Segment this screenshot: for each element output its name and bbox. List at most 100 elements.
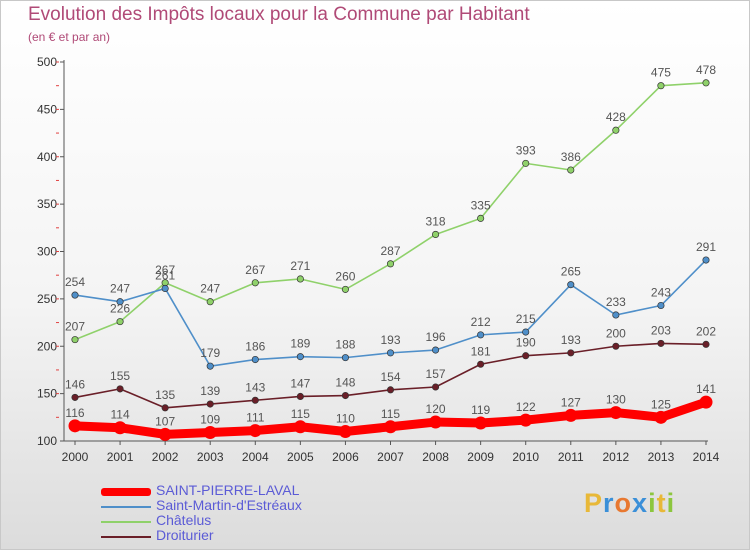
data-point-saint-martin-d-estr-aux [116, 298, 124, 306]
data-point-saint-martin-d-estr-aux [432, 346, 440, 354]
data-point-ch-telus [251, 279, 259, 287]
data-point-ch-telus [116, 318, 124, 326]
data-label-ch-telus: 267 [245, 263, 265, 277]
data-label-ch-telus: 271 [290, 259, 310, 273]
data-point-saint-pierre-laval [113, 421, 127, 435]
data-point-saint-pierre-laval [654, 410, 668, 424]
data-point-droiturier [612, 342, 620, 350]
data-label-ch-telus: 386 [561, 150, 581, 164]
data-point-saint-pierre-laval [384, 420, 397, 434]
data-point-saint-martin-d-estr-aux [161, 284, 169, 293]
data-label-droiturier: 155 [110, 369, 130, 383]
data-point-saint-pierre-laval [699, 395, 713, 409]
data-point-saint-pierre-laval [429, 415, 443, 429]
data-label-ch-telus: 475 [651, 66, 671, 80]
legend-label: Droiturier [156, 527, 214, 543]
data-label-saint-martin-d-estr-aux: 179 [200, 346, 220, 360]
data-label-ch-telus: 267 [155, 263, 175, 277]
data-label-saint-martin-d-estr-aux: 265 [561, 265, 581, 279]
data-point-droiturier [477, 360, 485, 368]
data-point-saint-pierre-laval [609, 406, 623, 420]
data-label-ch-telus: 478 [696, 63, 716, 77]
data-label-saint-martin-d-estr-aux: 215 [516, 312, 536, 326]
data-point-saint-martin-d-estr-aux [251, 355, 259, 364]
data-point-droiturier [161, 404, 169, 412]
data-point-ch-telus [71, 336, 79, 344]
data-label-ch-telus: 247 [200, 282, 220, 296]
data-label-saint-pierre-laval: 127 [561, 395, 581, 409]
data-point-saint-pierre-laval [203, 425, 217, 439]
data-label-saint-pierre-laval: 114 [111, 408, 130, 422]
data-label-ch-telus: 207 [65, 320, 85, 334]
data-point-ch-telus [522, 159, 530, 167]
data-label-droiturier: 154 [380, 370, 400, 384]
data-point-droiturier [71, 393, 79, 401]
data-label-droiturier: 193 [561, 333, 581, 347]
data-point-saint-pierre-laval [248, 424, 262, 438]
data-label-saint-pierre-laval: 110 [336, 412, 355, 426]
data-point-saint-martin-d-estr-aux [71, 291, 79, 299]
logo-letter: i [666, 488, 676, 518]
legend-swatch [101, 536, 151, 538]
y-tick-label: 500 [37, 55, 57, 69]
data-label-saint-martin-d-estr-aux: 196 [426, 330, 446, 344]
data-label-droiturier: 202 [696, 324, 716, 338]
data-point-saint-martin-d-estr-aux [612, 311, 620, 319]
data-point-saint-martin-d-estr-aux [341, 354, 349, 362]
logo-letter: r [603, 488, 615, 518]
data-point-saint-pierre-laval [158, 427, 172, 441]
x-tick-label: 2001 [107, 450, 134, 464]
data-point-ch-telus [432, 230, 440, 238]
x-tick-label: 2008 [422, 450, 449, 464]
legend-label: SAINT-PIERRE-LAVAL [156, 482, 300, 498]
x-tick-label: 2007 [377, 450, 404, 464]
data-point-ch-telus [612, 126, 620, 134]
data-label-ch-telus: 335 [471, 198, 491, 212]
y-tick-label: 200 [37, 339, 57, 353]
data-point-droiturier [296, 392, 304, 401]
data-label-droiturier: 190 [516, 336, 536, 350]
data-point-ch-telus [341, 285, 349, 293]
data-point-droiturier [251, 396, 259, 404]
chart-title: Evolution des Impôts locaux pour la Comm… [28, 4, 530, 25]
x-tick-label: 2000 [62, 450, 89, 464]
y-tick-label: 450 [37, 102, 57, 116]
data-label-droiturier: 135 [155, 388, 175, 402]
data-label-saint-pierre-laval: 122 [516, 400, 536, 414]
data-label-saint-pierre-laval: 111 [246, 411, 265, 425]
data-labels-layer: 207 226 267 247 267 271 260 287 318 335 393 386 428 4… [65, 63, 716, 429]
data-label-saint-martin-d-estr-aux: 188 [335, 338, 355, 352]
data-label-saint-pierre-laval: 109 [200, 412, 220, 426]
data-label-saint-martin-d-estr-aux: 212 [471, 315, 491, 329]
data-label-ch-telus: 393 [516, 143, 536, 157]
data-point-saint-martin-d-estr-aux [477, 331, 485, 339]
data-label-saint-pierre-laval: 141 [696, 382, 716, 396]
y-tick-label: 400 [37, 150, 57, 164]
y-tick-label: 350 [37, 197, 57, 211]
data-label-saint-pierre-laval: 120 [426, 402, 446, 416]
data-point-saint-pierre-laval [564, 408, 578, 422]
data-label-saint-pierre-laval: 115 [381, 407, 400, 421]
data-point-droiturier [386, 386, 395, 394]
data-label-droiturier: 181 [471, 344, 491, 358]
data-label-droiturier: 143 [245, 380, 265, 394]
data-label-saint-martin-d-estr-aux: 254 [65, 275, 85, 289]
data-point-saint-pierre-laval [519, 413, 533, 427]
legend-label: Saint-Martin-d'Estréaux [156, 497, 302, 513]
data-label-saint-pierre-laval: 130 [606, 393, 626, 407]
data-point-droiturier [116, 385, 124, 393]
data-label-saint-martin-d-estr-aux: 247 [110, 282, 130, 296]
data-label-ch-telus: 260 [335, 269, 355, 283]
data-label-droiturier: 157 [426, 367, 446, 381]
y-tick-label: 250 [37, 292, 57, 306]
logo-letter: P [584, 488, 604, 518]
x-tick-label: 2002 [152, 450, 179, 464]
data-point-ch-telus [477, 214, 485, 222]
logo-letter: x [632, 488, 649, 518]
data-label-saint-martin-d-estr-aux: 193 [380, 333, 400, 347]
legend-swatch [101, 488, 151, 496]
data-label-droiturier: 146 [65, 377, 85, 391]
x-tick-label: 2014 [693, 450, 720, 464]
